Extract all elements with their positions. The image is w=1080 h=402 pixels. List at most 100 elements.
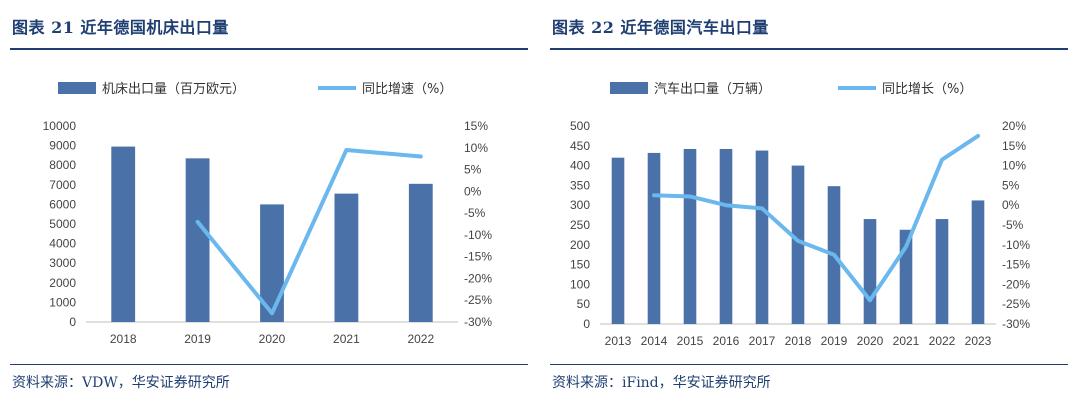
x-tick-label: 2019 [184,332,211,346]
legend-label-line: 同比增长（%） [882,82,972,97]
x-tick-label: 2021 [333,332,360,346]
bar [791,165,805,324]
x-tick-label: 2017 [749,334,776,348]
x-tick-label: 2021 [893,334,920,348]
y-left-tick-label: 200 [570,238,590,252]
y-left-tick-label: 300 [570,198,590,212]
bar [971,200,985,324]
title-divider [10,48,528,50]
source-note: 资料来源：VDW，华安证券研究所 [12,375,230,391]
y-right-tick-label: -10% [464,228,492,242]
bar [935,219,949,324]
y-left-tick-label: 350 [570,178,590,192]
bar [111,146,136,322]
title-divider [550,48,1068,50]
y-right-tick-label: 0% [1002,198,1020,212]
growth-point [904,245,908,249]
y-right-tick-label: -30% [1002,317,1030,331]
figure-title: 图表 22 近年德国汽车出口量 [552,18,769,37]
left-figure-panel: 图表 21 近年德国机床出口量 机床出口量（百万欧元） 同比增速（%） 10000 9… [10,18,528,391]
x-tick-label: 2015 [677,334,704,348]
x-tick-label: 2022 [929,334,956,348]
y-left-tick-label: 2000 [49,276,76,290]
growth-point [688,194,692,198]
y-left-tick-label: 9000 [49,139,76,153]
x-tick-label: 2018 [785,334,812,348]
y-left-tick-label: 150 [570,258,590,272]
x-tick-label: 2013 [605,334,632,348]
y-right-tick-label: 15% [464,119,488,133]
car-export-chart: 汽车出口量（万辆） 同比增长（%）500450400350300250200150… [570,81,1030,348]
legend-label-bar: 机床出口量（百万欧元） [102,82,245,97]
bar [755,150,769,324]
x-tick-label: 2020 [857,334,884,348]
y-right-tick-label: -30% [464,315,492,329]
y-right-tick-label: -20% [464,271,492,285]
bar [185,158,210,322]
y-left-tick-label: 100 [570,277,590,291]
growth-line [195,147,423,316]
right-figure-panel: 图表 22 近年德国汽车出口量 汽车出口量（万辆） 同比增长（%） 500 450 40… [540,0,1080,402]
y-left-tick-label: 10000 [43,119,77,133]
source-note: 资料来源：iFind，华安证券研究所 [552,375,771,391]
figure-title: 图表 21 近年德国机床出口量 [12,18,229,37]
y-left-tick-label: 50 [577,297,591,311]
legend: 机床出口量（百万欧元） 同比增速（%） [58,82,452,97]
y-right-tick-label: -20% [1002,277,1030,291]
bar [334,193,359,322]
y-left-tick-label: 1000 [49,295,76,309]
growth-line [652,133,980,303]
y-right-tick-label: -25% [1002,297,1030,311]
growth-point [196,220,200,224]
legend-swatch-bar [58,82,96,94]
y-right-tick-label: -25% [464,293,492,307]
y-left-tick-label: 3000 [49,256,76,270]
y-left-tick-label: 0 [69,315,76,329]
bar [611,157,625,324]
growth-point [976,134,980,138]
y-left-tick-label: 0 [583,317,590,331]
y-right-tick-label: -5% [464,206,486,220]
growth-point [760,206,764,210]
growth-point [796,239,800,243]
bar [260,204,284,322]
bar [719,148,733,324]
bar [863,219,877,324]
legend-swatch-bar [610,82,648,94]
legend: 汽车出口量（万辆） 同比增长（%） [610,81,972,97]
y-right-tick-label: -15% [464,250,492,264]
growth-point [868,298,872,302]
y-left-tick-label: 5000 [49,217,76,231]
y-left-tick-label: 6000 [49,197,76,211]
y-right-tick-label: 0% [464,184,482,198]
y-left-tick-label: 7000 [49,178,76,192]
x-tick-label: 2014 [641,334,668,348]
y-right-tick-label: 15% [1002,139,1026,153]
y-right-tick-label: 10% [1002,159,1026,173]
x-tick-label: 2022 [407,332,434,346]
growth-point [724,203,728,207]
growth-point [832,253,836,257]
x-tick-label: 2016 [713,334,740,348]
legend-label-line: 同比增速（%） [362,82,452,97]
y-left-tick-label: 400 [570,159,590,173]
legend-label-bar: 汽车出口量（万辆） [654,81,771,97]
bar [683,148,697,324]
growth-point [344,148,348,152]
bar [408,183,433,322]
source-divider [10,364,528,365]
growth-point [270,311,274,315]
y-right-tick-label: -15% [1002,258,1030,272]
y-right-tick-label: 5% [464,163,482,177]
y-right-tick-label: 5% [1002,178,1020,192]
y-left-tick-label: 8000 [49,158,76,172]
x-tick-label: 2020 [259,332,286,346]
y-left-tick-label: 250 [570,218,590,232]
y-left-tick-label: 500 [570,119,590,133]
y-right-tick-label: -5% [1002,218,1024,232]
source-divider [550,364,1068,365]
y-right-tick-label: 20% [1002,119,1026,133]
machine-tool-export-chart: 机床出口量（百万欧元） 同比增速（%）1000090008000700060005… [43,82,492,346]
bar [647,152,661,324]
x-tick-label: 2023 [965,334,992,348]
